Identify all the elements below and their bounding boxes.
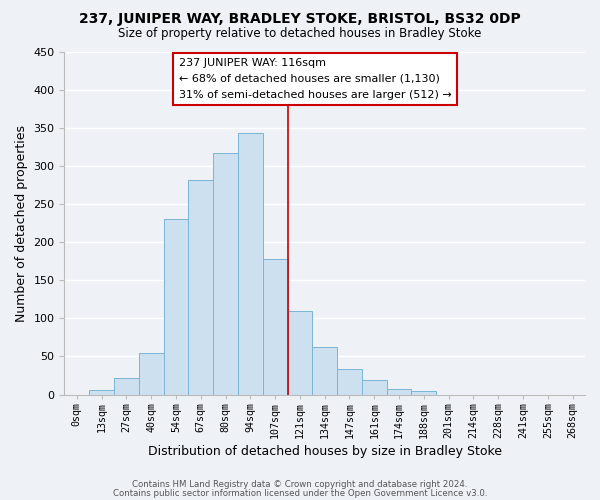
Bar [412, 391, 436, 394]
Bar [139, 352, 164, 395]
Text: Size of property relative to detached houses in Bradley Stoke: Size of property relative to detached ho… [118, 28, 482, 40]
Text: 237 JUNIPER WAY: 116sqm
← 68% of detached houses are smaller (1,130)
31% of semi: 237 JUNIPER WAY: 116sqm ← 68% of detache… [179, 58, 452, 100]
Text: 237, JUNIPER WAY, BRADLEY STOKE, BRISTOL, BS32 0DP: 237, JUNIPER WAY, BRADLEY STOKE, BRISTOL… [79, 12, 521, 26]
Bar [287, 310, 313, 394]
Bar [238, 133, 263, 394]
Bar [213, 153, 238, 394]
Y-axis label: Number of detached properties: Number of detached properties [15, 124, 28, 322]
Bar [263, 259, 287, 394]
Bar [89, 390, 114, 394]
Bar [313, 348, 337, 395]
Bar [362, 380, 386, 394]
Bar [188, 180, 213, 394]
Text: Contains HM Land Registry data © Crown copyright and database right 2024.: Contains HM Land Registry data © Crown c… [132, 480, 468, 489]
Bar [114, 378, 139, 394]
X-axis label: Distribution of detached houses by size in Bradley Stoke: Distribution of detached houses by size … [148, 444, 502, 458]
Bar [337, 370, 362, 394]
Text: Contains public sector information licensed under the Open Government Licence v3: Contains public sector information licen… [113, 489, 487, 498]
Bar [386, 388, 412, 394]
Bar [164, 219, 188, 394]
